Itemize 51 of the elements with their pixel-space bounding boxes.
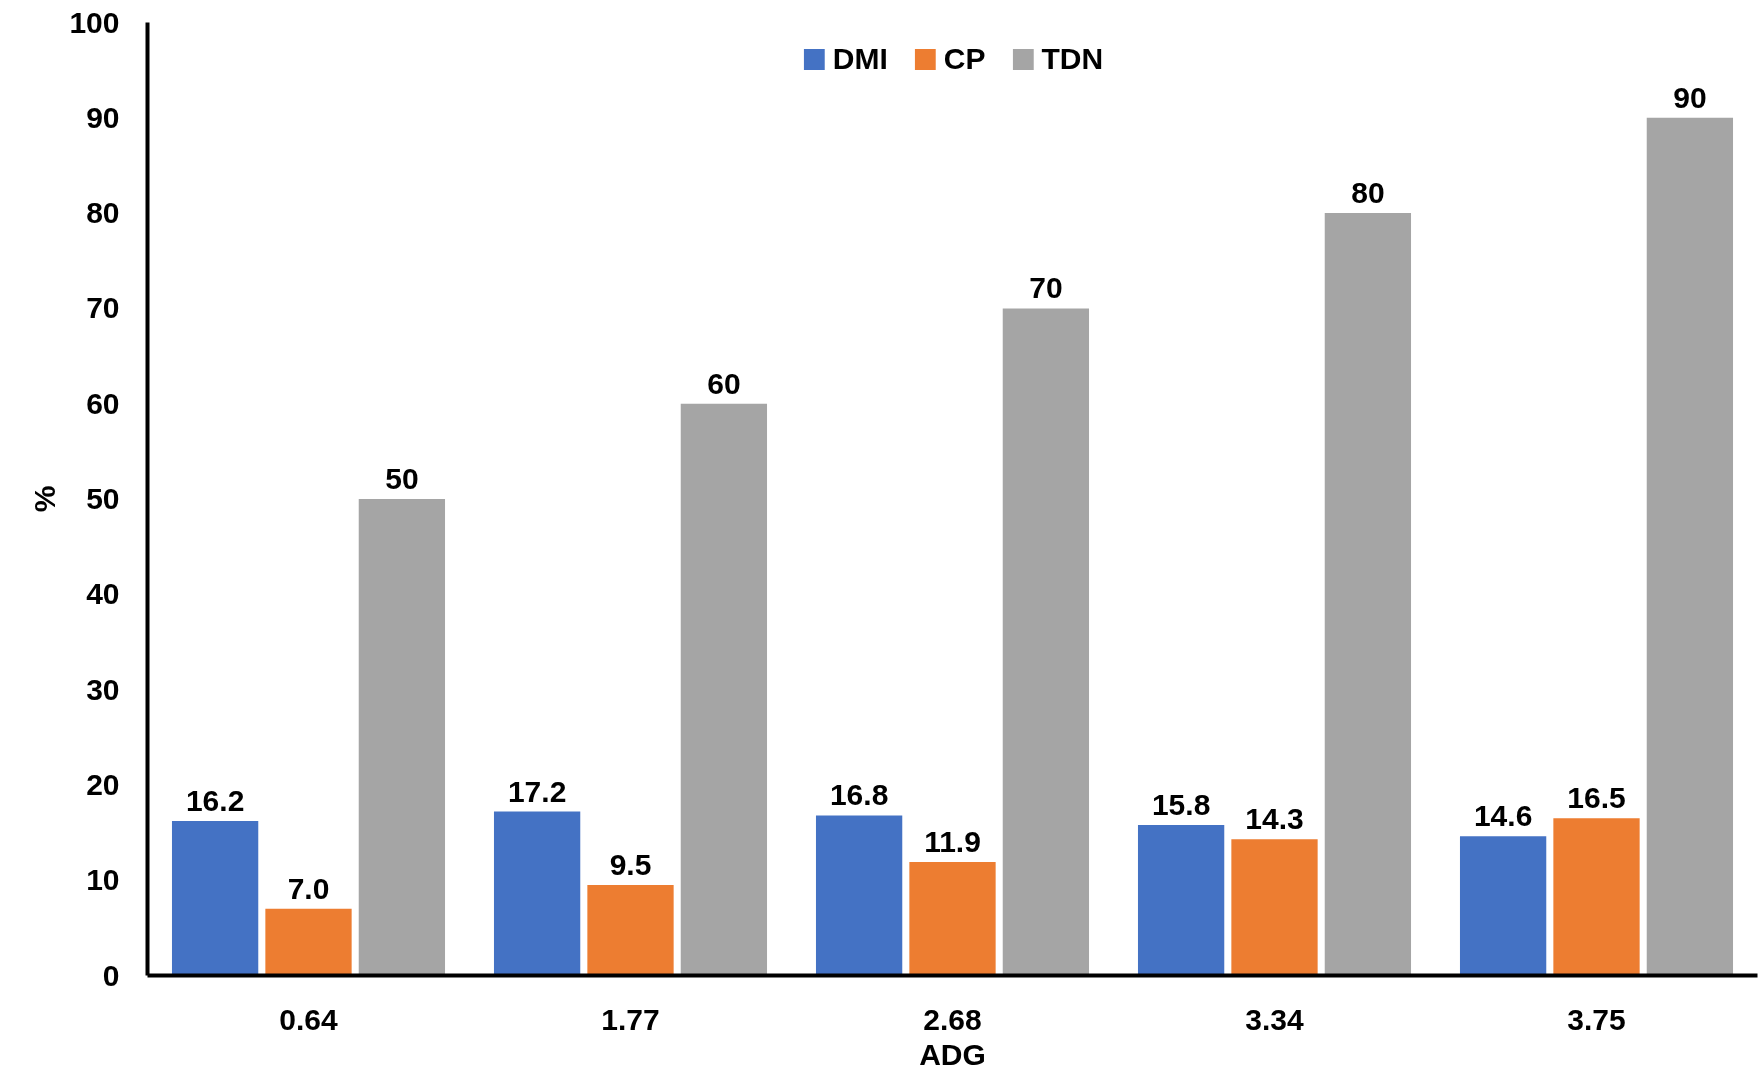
data-label: 70 xyxy=(1029,271,1063,305)
y-tick-label: 40 xyxy=(86,577,120,611)
data-label: 90 xyxy=(1673,80,1707,114)
data-label: 16.5 xyxy=(1567,781,1626,815)
bar xyxy=(1002,308,1090,976)
bar xyxy=(1324,213,1412,976)
y-tick-label: 80 xyxy=(86,196,120,230)
data-label: 9.5 xyxy=(609,847,652,881)
data-label: 15.8 xyxy=(1151,787,1211,821)
data-label: 17.2 xyxy=(507,774,567,808)
y-tick-label: 100 xyxy=(69,5,120,39)
y-tick-label: 50 xyxy=(86,482,120,515)
y-axis-title: % xyxy=(28,485,62,513)
data-label: 14.6 xyxy=(1473,799,1533,833)
bar xyxy=(1553,818,1640,976)
data-label: 14.3 xyxy=(1245,802,1304,836)
data-label: 16.8 xyxy=(829,778,889,812)
bar xyxy=(265,908,352,976)
x-tick-label: 3.34 xyxy=(1245,1002,1305,1036)
bar xyxy=(358,499,446,976)
x-tick-label: 3.75 xyxy=(1567,1002,1626,1036)
y-tick-label: 60 xyxy=(86,386,120,420)
y-tick-label: 10 xyxy=(86,863,120,897)
legend-label: DMI xyxy=(832,42,888,76)
legend-label: CP xyxy=(943,42,986,76)
bar xyxy=(1137,824,1225,976)
bar xyxy=(587,884,674,976)
bar xyxy=(171,821,259,976)
y-tick-label: 20 xyxy=(86,767,120,801)
data-label: 16.2 xyxy=(185,784,245,818)
y-tick-label: 90 xyxy=(86,100,120,134)
data-label: 60 xyxy=(707,366,741,400)
x-axis-title: ADG xyxy=(919,1037,986,1071)
data-label: 50 xyxy=(385,462,419,495)
x-tick-label: 1.77 xyxy=(601,1002,660,1036)
bar xyxy=(680,403,768,976)
data-label: 80 xyxy=(1351,176,1385,210)
bar xyxy=(1646,117,1734,976)
x-tick-label: 0.64 xyxy=(279,1002,339,1036)
bar xyxy=(815,815,903,976)
y-tick-label: 30 xyxy=(86,672,120,706)
data-label: 7.0 xyxy=(287,871,330,905)
y-tick-label: 70 xyxy=(86,291,120,325)
data-label: 11.9 xyxy=(924,825,981,859)
y-tick-label: 0 xyxy=(102,958,120,992)
bar xyxy=(1231,839,1318,976)
bar xyxy=(909,862,996,976)
bar xyxy=(493,811,581,976)
bar xyxy=(1459,836,1547,976)
legend-label: TDN xyxy=(1041,42,1104,76)
x-tick-label: 2.68 xyxy=(923,1002,982,1036)
